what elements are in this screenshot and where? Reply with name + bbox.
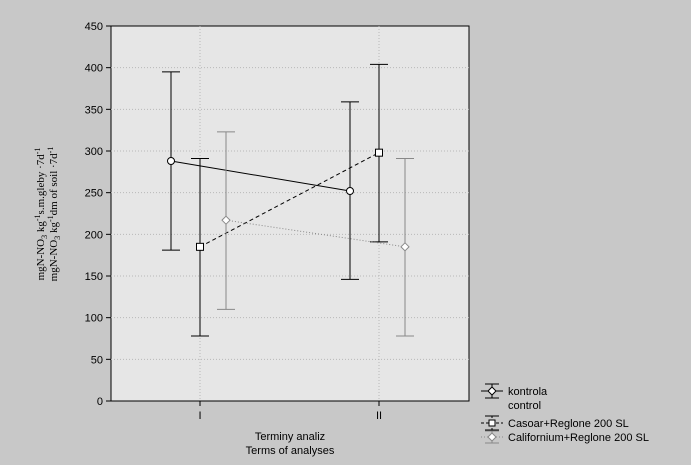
series-line xyxy=(225,219,406,248)
y-axis-title-line1-sub: 3 xyxy=(40,235,49,239)
y-axis-title-line1: mgN-NO3 kg-1s.m.gleby ·7d-1 xyxy=(33,148,49,281)
y-axis-title-line1-sup2: -1 xyxy=(33,148,42,155)
legend-item-californium: Californium+Reglone 200 SL xyxy=(481,430,649,444)
series-1 xyxy=(162,71,359,280)
series-line xyxy=(199,152,380,248)
y-axis-title-line2-sup1: -1 xyxy=(46,215,55,222)
data-point xyxy=(196,242,204,251)
y-tick-label: 50 xyxy=(91,354,103,366)
series-2 xyxy=(191,63,388,337)
y-tick-label: 400 xyxy=(85,63,103,75)
legend-californium-label: Californium+Reglone 200 SL xyxy=(508,432,649,444)
x-axis-title-line1: Terminy analiz xyxy=(255,431,325,443)
y-tick-label: 250 xyxy=(85,188,103,200)
data-point xyxy=(167,157,175,165)
grid-layer xyxy=(111,26,469,401)
y-tick-label: 450 xyxy=(85,21,103,33)
y-axis-title-line2-sup2: -1 xyxy=(46,147,55,154)
y-axis-title-line2-sub: 3 xyxy=(53,236,62,240)
data-point xyxy=(346,187,354,195)
y-axis-title-line2-main: mgN-NO xyxy=(48,240,60,282)
y-tick-label: 150 xyxy=(85,271,103,283)
legend-casoar-marker xyxy=(488,419,496,427)
legend: kontrola control Casoar+Reglone 200 SL C… xyxy=(481,383,649,444)
y-axis-title-line1-main: mgN-NO xyxy=(35,239,47,281)
legend-kontrola-marker xyxy=(487,386,497,396)
y-tick-label: 350 xyxy=(85,104,103,116)
y-axis-title: mgN-NO3 kg-1s.m.gleby ·7d-1 mgN-NO3 kg-1… xyxy=(33,147,62,282)
data-point xyxy=(375,148,383,157)
legend-casoar-label: Casoar+Reglone 200 SL xyxy=(508,418,629,430)
x-tick-label: II xyxy=(376,410,382,422)
y-tick-label: 300 xyxy=(85,146,103,158)
legend-kontrola-label-line2: control xyxy=(508,400,541,412)
x-axis-title-line2: Terms of analyses xyxy=(246,445,335,457)
series-line xyxy=(170,160,351,192)
y-tick-label: 200 xyxy=(85,229,103,241)
data-point xyxy=(221,215,231,225)
legend-kontrola-label: kontrola xyxy=(508,386,548,398)
y-axis-title-line1-kg: kg xyxy=(35,221,47,235)
series-3 xyxy=(217,131,414,337)
y-axis-title-line2-kg: kg xyxy=(48,222,60,236)
legend-californium-marker xyxy=(487,432,497,442)
y-axis-title-line1-rest: s.m.gleby ·7d xyxy=(35,154,47,215)
y-axis-title-line2-rest: dm of soil ·7d xyxy=(48,153,60,216)
series-layer xyxy=(162,63,414,337)
x-tick-label: I xyxy=(198,410,201,422)
legend-item-casoar: Casoar+Reglone 200 SL xyxy=(481,415,629,431)
y-tick-label: 0 xyxy=(97,396,103,408)
y-tick-label: 100 xyxy=(85,313,103,325)
data-point xyxy=(400,242,410,252)
plot-area xyxy=(110,25,470,402)
y-axis-title-line2: mgN-NO3 kg-1dm of soil ·7d-1 xyxy=(46,147,62,282)
legend-item-kontrola: kontrola control xyxy=(481,383,548,412)
y-axis-title-line1-sup1: -1 xyxy=(33,214,42,221)
